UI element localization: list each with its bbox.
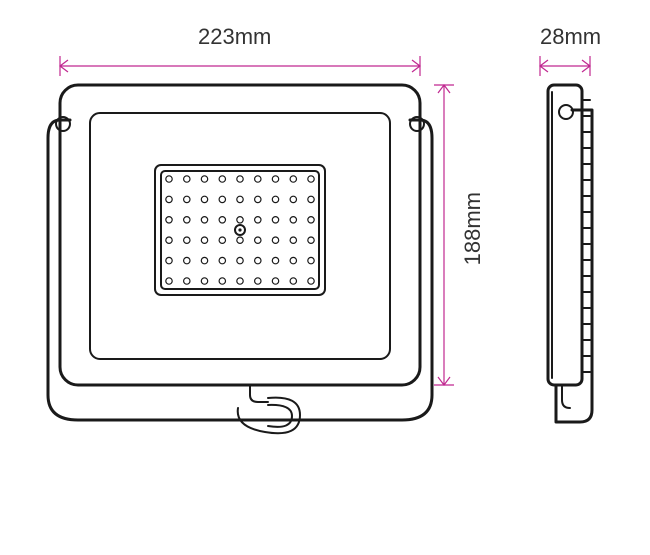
height-dimension-label: 188mm — [460, 192, 486, 265]
side-view — [548, 85, 592, 422]
depth-dimension-label: 28mm — [540, 24, 601, 50]
height-dimension-line — [434, 85, 454, 385]
front-view — [48, 85, 432, 433]
cable-icon — [250, 385, 268, 402]
technical-diagram: 223mm 188mm 28mm — [0, 0, 650, 550]
width-dimension-line — [60, 56, 420, 76]
diagram-svg — [0, 0, 650, 550]
width-dimension-label: 223mm — [198, 24, 271, 50]
depth-dimension-line — [540, 56, 590, 76]
